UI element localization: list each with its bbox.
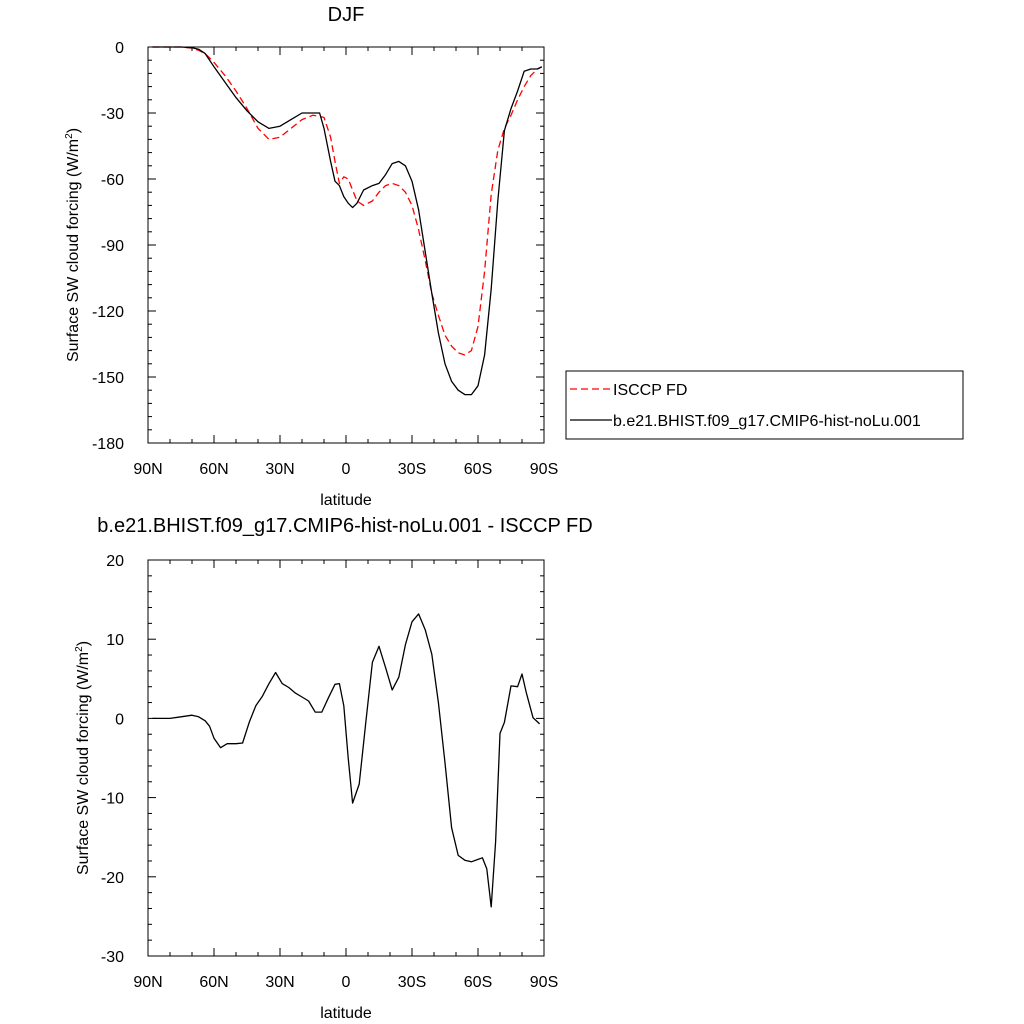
bottom-plot-frame	[147, 559, 545, 957]
y-tick-label: -10	[101, 791, 124, 808]
x-tick-label: 90S	[530, 461, 558, 478]
x-tick-label: 30S	[398, 974, 426, 991]
x-tick-label: 60S	[464, 461, 492, 478]
top-y-axis-label: Surface SW cloud forcing (W/m2)	[64, 128, 82, 362]
y-tick-label: 20	[106, 553, 124, 570]
x-tick-label: 30S	[398, 461, 426, 478]
top-panel: DJF 90N 60N 30N 0 30S 60S 90S 0 -30 -60 -90 -120 -15…	[64, 4, 964, 509]
top-x-axis-label: latitude	[320, 492, 372, 509]
top-panel-ticks: 90N 60N 30N 0 30S 60S 90S 0 -30 -60 -90 -120 -150 -18…	[92, 40, 558, 478]
y-tick-label: -90	[101, 238, 124, 255]
bottom-x-axis-label: latitude	[320, 1005, 372, 1022]
legend: ISCCP FD b.e21.BHIST.f09_g17.CMIP6-hist-…	[565, 370, 964, 440]
y-tick-label: 0	[115, 711, 124, 728]
bottom-panel-series	[152, 613, 541, 908]
bottom-panel-title: b.e21.BHIST.f09_g17.CMIP6-hist-noLu.001 …	[97, 515, 592, 537]
y-tick-label: -180	[92, 436, 124, 453]
y-tick-label: -30	[101, 949, 124, 966]
top-plot-frame	[147, 46, 545, 444]
bottom-panel-ticks: 90N 60N 30N 0 30S 60S 90S 20 10 0 -10 -20 -30	[101, 553, 558, 991]
y-tick-label: -60	[101, 172, 124, 189]
y-tick-label: -120	[92, 304, 124, 321]
y-tick-label: 0	[115, 40, 124, 57]
x-tick-label: 60N	[199, 974, 228, 991]
model-series-line	[152, 613, 541, 908]
x-tick-label: 0	[342, 461, 351, 478]
y-tick-label: -150	[92, 370, 124, 387]
isccp-series-line	[152, 46, 543, 356]
legend-frame	[565, 370, 964, 440]
x-tick-label: 30N	[265, 461, 294, 478]
bottom-panel: b.e21.BHIST.f09_g17.CMIP6-hist-noLu.001 …	[74, 515, 593, 1022]
legend-model-label: b.e21.BHIST.f09_g17.CMIP6-hist-noLu.001	[613, 413, 921, 430]
x-tick-label: 90S	[530, 974, 558, 991]
y-tick-label: 10	[106, 632, 124, 649]
legend-isccp-label: ISCCP FD	[613, 382, 687, 399]
y-tick-label: -20	[101, 870, 124, 887]
y-tick-label: -30	[101, 106, 124, 123]
x-tick-label: 90N	[133, 461, 162, 478]
x-tick-label: 60N	[199, 461, 228, 478]
model-series-line	[152, 46, 543, 396]
bottom-y-axis-label: Surface SW cloud forcing (W/m2)	[74, 641, 92, 875]
top-panel-series	[152, 46, 543, 396]
x-tick-label: 90N	[133, 974, 162, 991]
x-tick-label: 0	[342, 974, 351, 991]
x-tick-label: 60S	[464, 974, 492, 991]
top-panel-title: DJF	[328, 4, 365, 26]
x-tick-label: 30N	[265, 974, 294, 991]
